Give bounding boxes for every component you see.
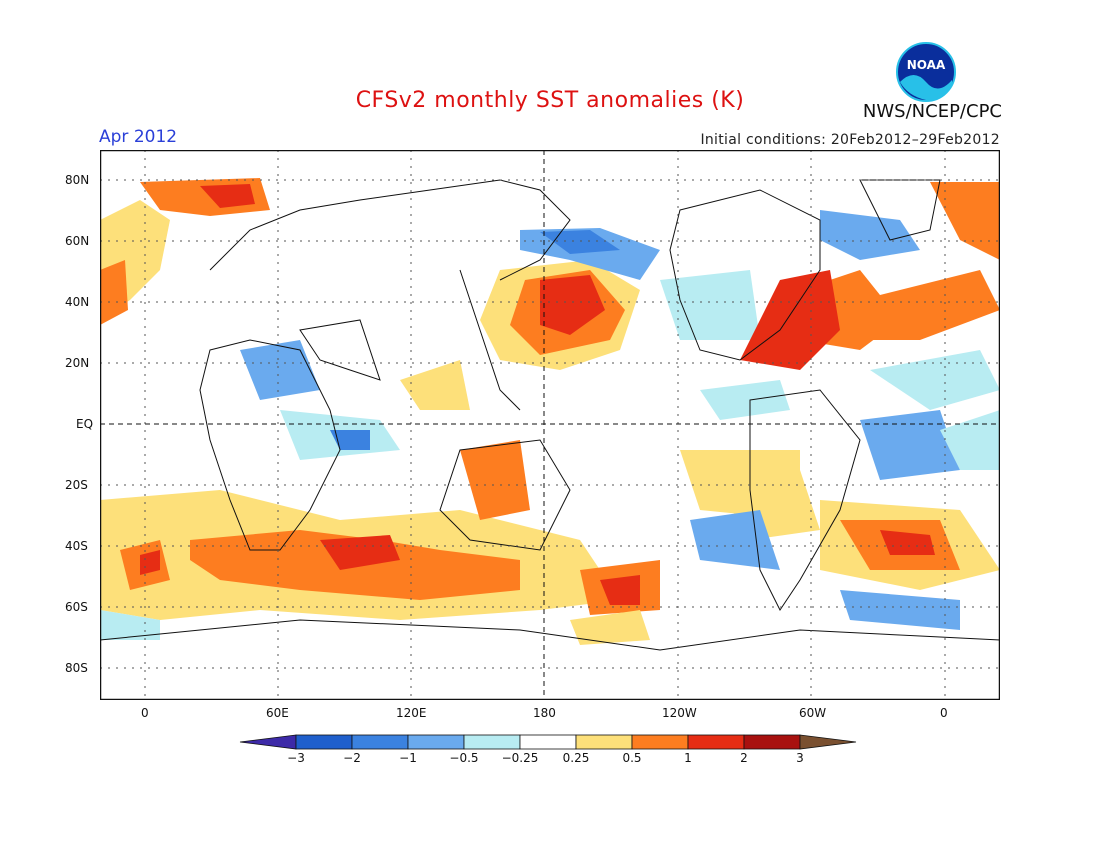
legend-swatch xyxy=(463,734,521,750)
noaa-logo-icon: NOAA xyxy=(896,42,956,102)
lat-label: 20S xyxy=(65,478,88,492)
legend-swatch xyxy=(351,734,409,750)
legend-bar: −3 −2 −1 −0.5 −0.25 0.25 0.5 1 2 3 xyxy=(239,734,857,765)
sst-anomaly-map xyxy=(100,150,1000,700)
coastlines xyxy=(100,179,1000,651)
lat-label: 60S xyxy=(65,600,88,614)
lat-label: EQ xyxy=(76,417,94,431)
lon-label: 120W xyxy=(662,706,697,720)
legend-label: −0.5 xyxy=(449,751,478,765)
lat-label: 80S xyxy=(65,661,88,675)
legend-swatch xyxy=(407,734,465,750)
agency-label: NWS/NCEP/CPC xyxy=(862,101,1002,122)
legend-swatch xyxy=(687,734,745,750)
lat-label: 60N xyxy=(65,234,90,248)
lon-label: 60W xyxy=(799,706,827,720)
lat-label: 40S xyxy=(65,539,88,553)
map-title: CFSv2 monthly SST anomalies (K) xyxy=(355,88,745,113)
legend-label: −0.25 xyxy=(502,751,539,765)
grid-lines xyxy=(100,150,1000,700)
legend-swatch xyxy=(575,734,633,750)
legend-swatch-max xyxy=(799,734,857,750)
legend-label: 0.5 xyxy=(622,751,641,765)
legend-swatch xyxy=(631,734,689,750)
lon-label: 0 xyxy=(141,706,149,720)
lon-label: 120E xyxy=(396,706,427,720)
legend-swatch-min xyxy=(239,734,297,750)
lon-label: 0 xyxy=(940,706,948,720)
lon-label: 60E xyxy=(266,706,289,720)
lon-label: 180 xyxy=(533,706,556,720)
legend-swatch xyxy=(743,734,801,750)
legend-label: 3 xyxy=(796,751,804,765)
lat-label: 20N xyxy=(65,356,90,370)
lat-label: 80N xyxy=(65,173,90,187)
legend-label: 0.25 xyxy=(563,751,590,765)
initial-conditions: Initial conditions: 20Feb2012–29Feb2012 xyxy=(700,132,1000,148)
legend-label: 1 xyxy=(684,751,692,765)
legend-label: −3 xyxy=(287,751,305,765)
map-frame xyxy=(100,150,1000,700)
legend-label: −2 xyxy=(343,751,361,765)
legend-label: 2 xyxy=(740,751,748,765)
forecast-month: Apr 2012 xyxy=(99,127,178,147)
legend-label: −1 xyxy=(399,751,417,765)
logo-text: NOAA xyxy=(907,58,946,72)
legend-swatch xyxy=(519,734,577,750)
anomaly-field xyxy=(100,178,1000,645)
legend-swatch xyxy=(295,734,353,750)
lat-label: 40N xyxy=(65,295,90,309)
